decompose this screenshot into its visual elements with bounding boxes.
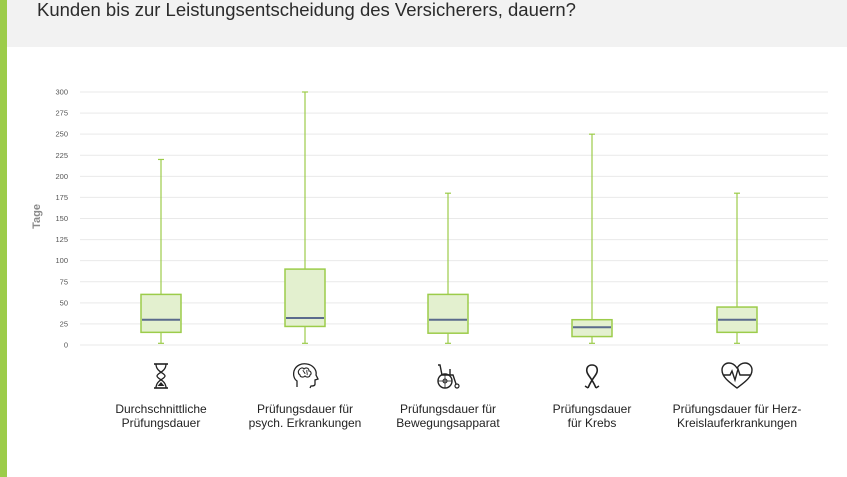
y-tick-label: 275 xyxy=(55,109,68,118)
category-label: Prüfungsdauer für Herz- Kreislauferkranku… xyxy=(657,402,817,430)
y-tick-label: 25 xyxy=(60,319,68,328)
page-title: Kunden bis zur Leistungsentscheidung des… xyxy=(37,0,576,20)
category-label: Prüfungsdauer für Bewegungsapparat xyxy=(368,402,528,430)
y-tick-label: 50 xyxy=(60,298,68,307)
y-tick-label: 225 xyxy=(55,151,68,160)
box-iqr xyxy=(427,293,469,334)
y-tick-label: 200 xyxy=(55,172,68,181)
y-tick-label: 250 xyxy=(55,130,68,139)
category-label-line: für Krebs xyxy=(567,416,617,430)
cancer-ribbon-icon xyxy=(578,361,606,391)
y-tick-label: 75 xyxy=(60,277,68,286)
box-iqr xyxy=(284,268,326,328)
wheelchair-icon xyxy=(434,361,462,391)
category-label-line: psych. Erkrankungen xyxy=(248,416,362,430)
box-iqr xyxy=(140,293,182,334)
category-label-line: Bewegungsapparat xyxy=(396,416,500,430)
heart-pulse-icon xyxy=(719,361,755,391)
y-tick-label: 300 xyxy=(55,88,68,97)
y-tick-label: 175 xyxy=(55,193,68,202)
y-axis-label: Tage xyxy=(31,204,43,229)
y-tick-label: 100 xyxy=(55,256,68,265)
category-label-line: Durchschnittliche xyxy=(115,402,207,416)
category-label-line: Prüfungsdauer xyxy=(121,416,201,430)
category-label-line: Prüfungsdauer für xyxy=(399,402,497,416)
category-label: Prüfungsdauer für Krebs xyxy=(512,402,672,430)
left-accent-bar xyxy=(0,0,7,477)
category-label-line: Prüfungsdauer für Herz- xyxy=(672,402,802,416)
y-tick-label: 150 xyxy=(55,214,68,223)
category-label: Prüfungsdauer für psych. Erkrankungen xyxy=(225,402,385,430)
brain-head-icon xyxy=(291,361,319,391)
hourglass-icon xyxy=(147,361,175,391)
y-tick-label: 125 xyxy=(55,235,68,244)
category-label: Durchschnittliche Prüfungsdauer xyxy=(81,402,241,430)
category-label-line: Prüfungsdauer für xyxy=(256,402,354,416)
category-label-line: Kreislauferkrankungen xyxy=(676,416,798,430)
y-tick-label: 0 xyxy=(64,341,68,350)
header-bar: Kunden bis zur Leistungsentscheidung des… xyxy=(7,0,847,47)
category-label-line: Prüfungsdauer xyxy=(552,402,632,416)
